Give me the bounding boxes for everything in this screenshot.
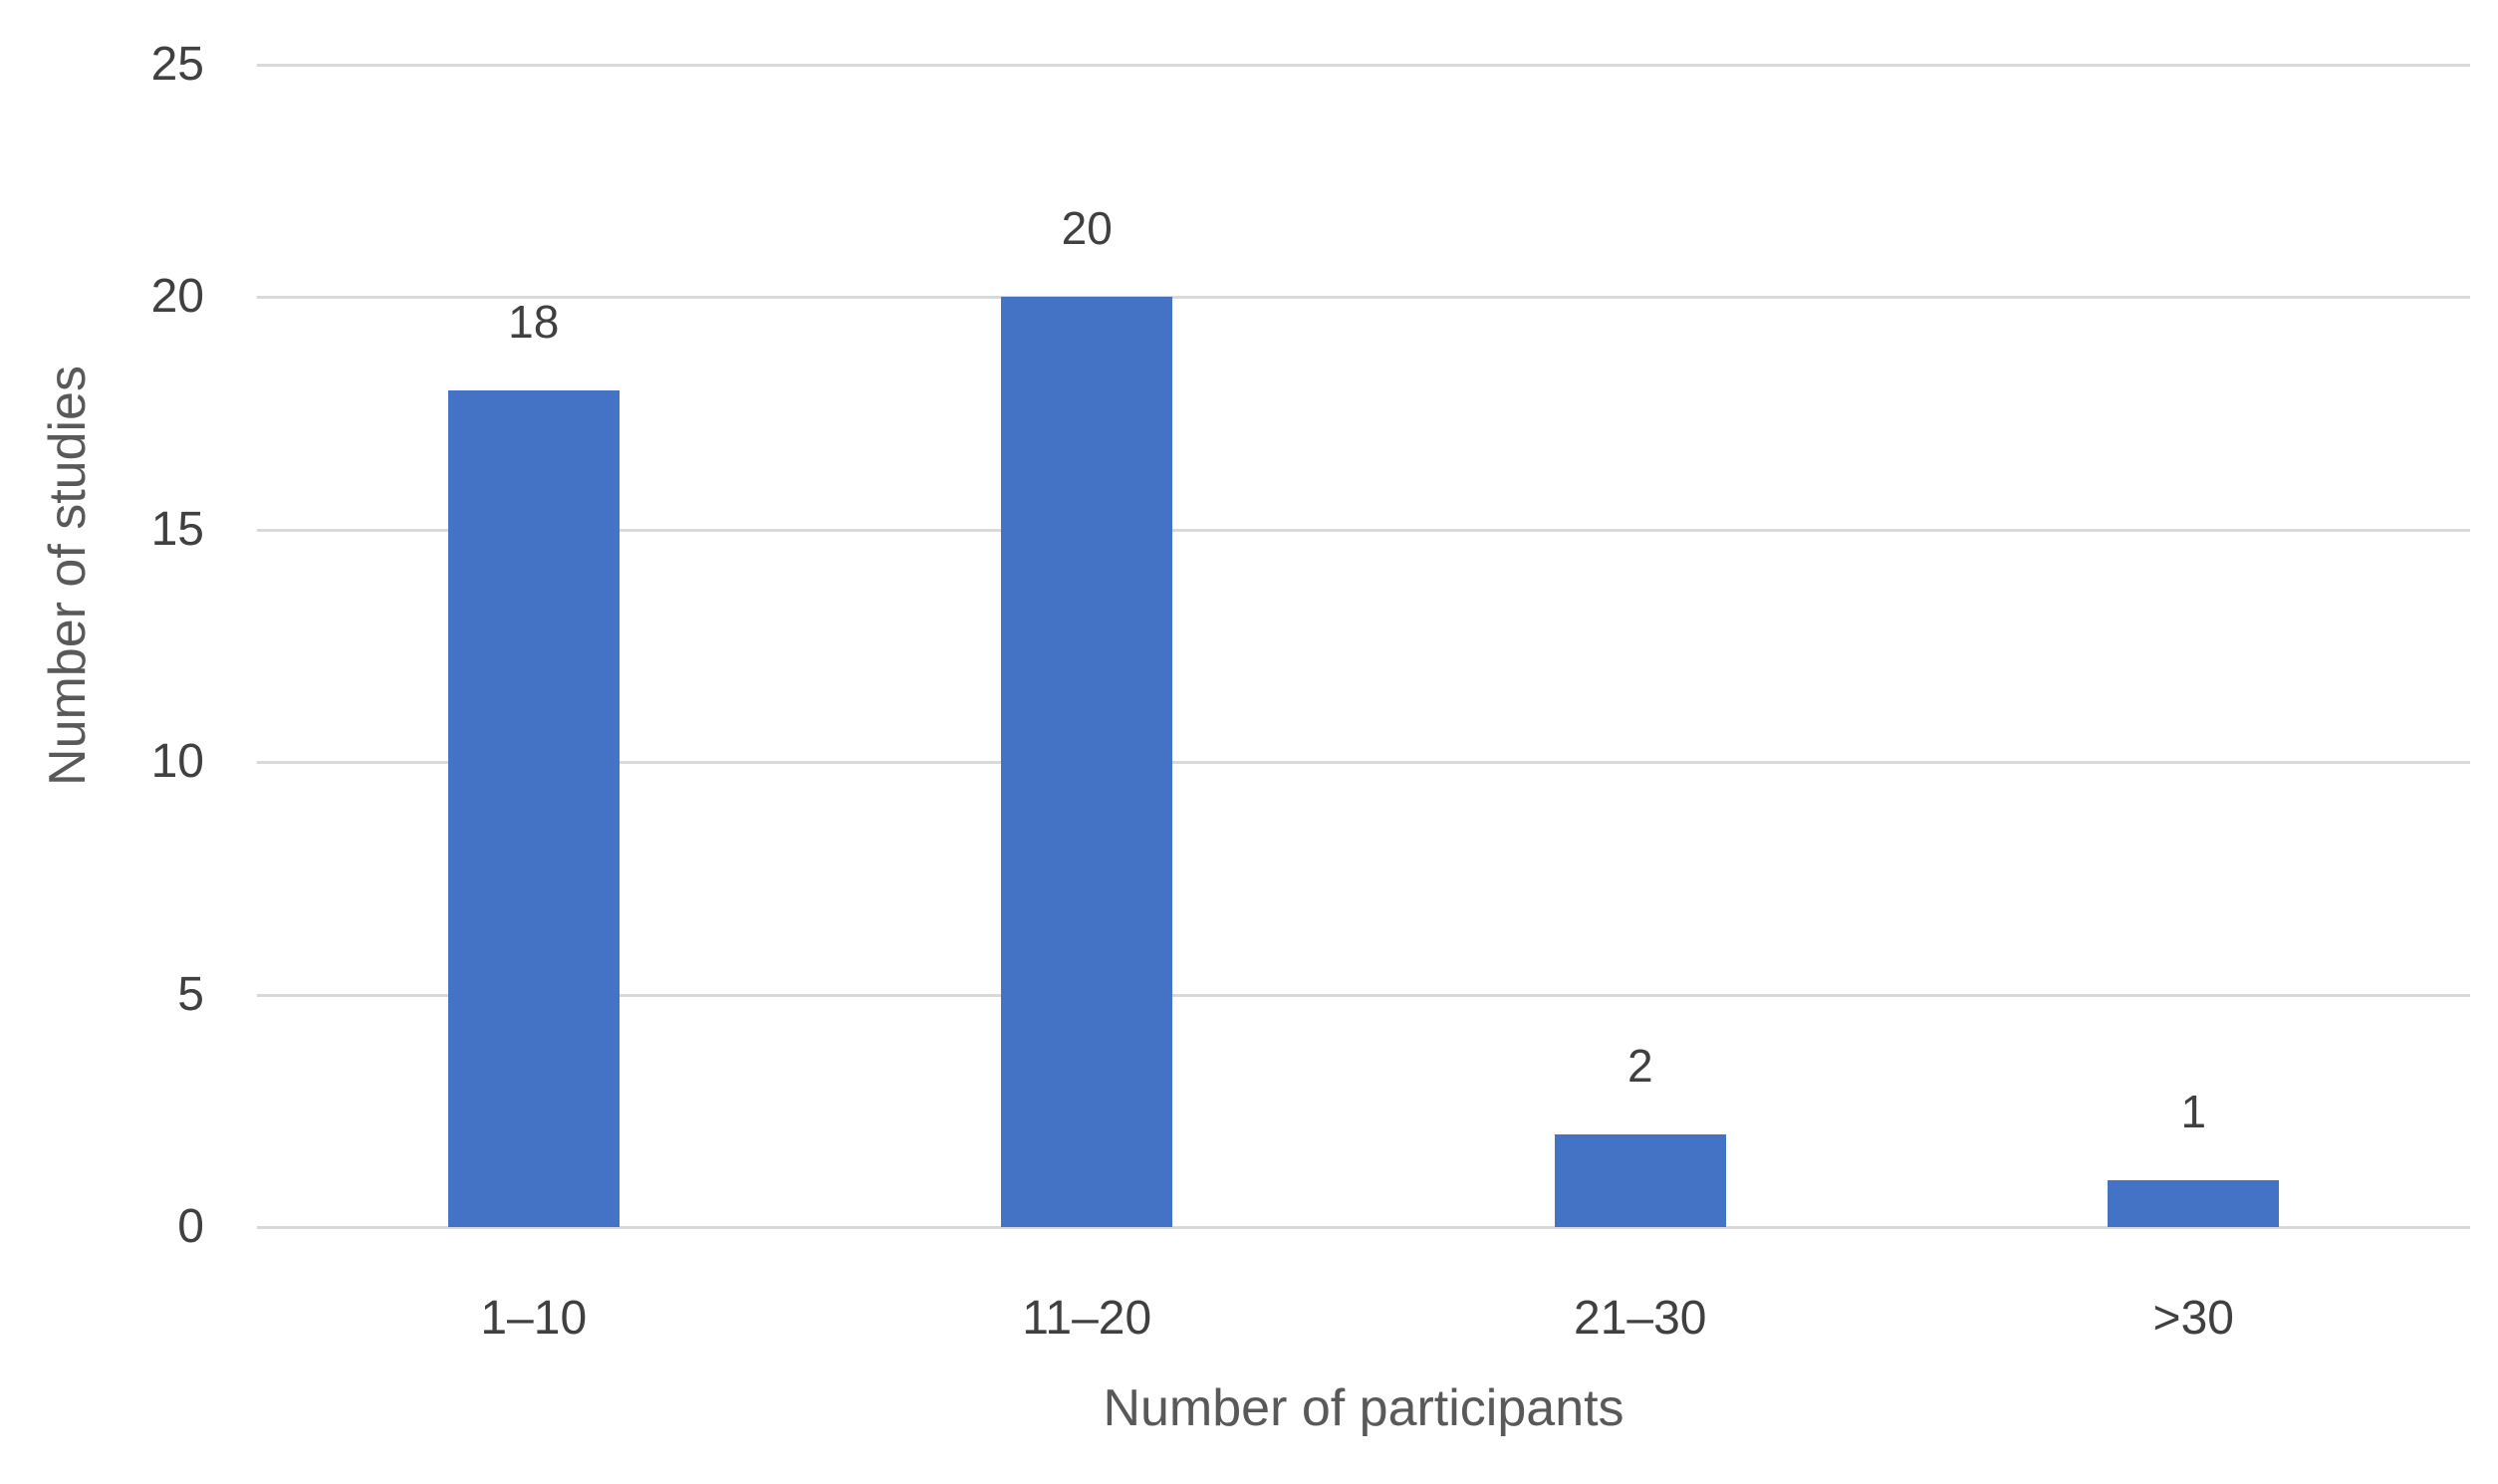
x-tick-label: 1–10 [480, 1292, 588, 1345]
x-axis-title: Number of participants [1103, 1379, 1624, 1437]
bar-value-label: 2 [1626, 1039, 1653, 1092]
y-tick-label: 10 [150, 735, 204, 789]
y-tick-label: 0 [177, 1200, 204, 1253]
gridline-y-5 [257, 993, 2470, 997]
bar-1–10 [447, 389, 620, 1227]
gridline-y-25 [257, 64, 2470, 67]
bar-21–30 [1554, 1133, 1726, 1227]
bar-value-label: 20 [1061, 202, 1113, 255]
y-tick-label: 25 [150, 38, 204, 91]
gridline-y-20 [257, 296, 2470, 300]
y-tick-label: 20 [150, 270, 204, 324]
bar->30 [2108, 1180, 2280, 1227]
x-tick-label: 11–20 [1022, 1292, 1152, 1345]
bar-value-label: 18 [508, 295, 560, 348]
y-tick-label: 15 [150, 502, 204, 556]
gridline-y-10 [257, 761, 2470, 765]
x-tick-label: >30 [2152, 1292, 2234, 1345]
x-tick-label: 21–30 [1574, 1292, 1707, 1345]
bar-value-label: 1 [2180, 1086, 2207, 1138]
gridline-y-15 [257, 528, 2470, 532]
y-tick-label: 5 [177, 967, 204, 1021]
bar-11–20 [1001, 297, 1173, 1227]
gridline-y-0 [257, 1226, 2470, 1229]
